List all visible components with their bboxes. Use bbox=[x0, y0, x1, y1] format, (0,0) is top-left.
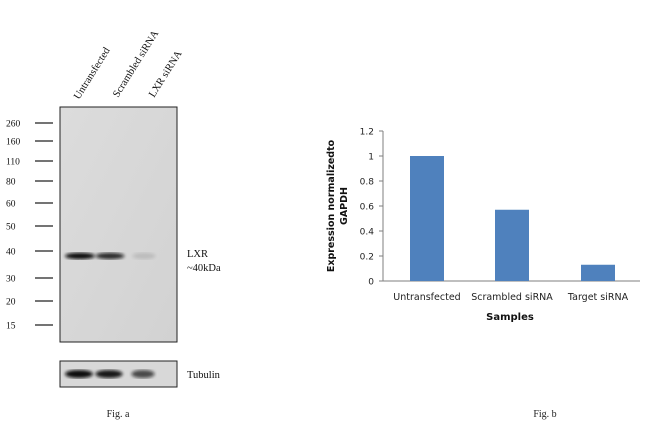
marker-label: 260 bbox=[6, 120, 21, 130]
tubulin-band-group bbox=[65, 370, 155, 378]
bar-chart-panel: 0 0.2 0.4 0.6 0.8 1 1.2 Untransfected Scrambled… bbox=[326, 128, 640, 420]
bar bbox=[581, 264, 615, 281]
blot-membrane bbox=[59, 106, 178, 343]
tubulin-band bbox=[131, 370, 155, 378]
marker-label: 15 bbox=[6, 322, 16, 332]
y-tick-label: 1 bbox=[368, 153, 374, 163]
bar bbox=[495, 209, 529, 281]
band-label-size: ~40kDa bbox=[187, 263, 221, 274]
y-axis-title-line1: Expression normalizedto bbox=[326, 139, 337, 272]
lxr-band bbox=[65, 252, 95, 260]
marker-label: 40 bbox=[6, 248, 16, 258]
caption-fig-b: Fig. b bbox=[533, 409, 556, 420]
marker-label: 30 bbox=[6, 275, 16, 285]
band-label-protein: LXR bbox=[187, 249, 208, 260]
lane-label-untransfected: Untransfected bbox=[72, 45, 113, 101]
y-tick-label: 0.2 bbox=[360, 253, 374, 263]
marker-label: 60 bbox=[6, 200, 16, 210]
y-tick-label: 0.4 bbox=[360, 228, 375, 238]
caption-fig-a: Fig. a bbox=[107, 409, 130, 420]
tubulin-band bbox=[95, 370, 123, 378]
lxr-band-group bbox=[65, 252, 156, 260]
x-tick-label: Untransfected bbox=[393, 292, 460, 303]
y-tick-label: 1.2 bbox=[360, 128, 374, 138]
y-tick-label: 0 bbox=[368, 278, 374, 288]
bar-series bbox=[410, 156, 615, 281]
marker-label: 80 bbox=[6, 178, 16, 188]
marker-label: 20 bbox=[6, 298, 16, 308]
y-tick-label: 0.8 bbox=[360, 178, 375, 188]
marker-label: 160 bbox=[6, 138, 21, 148]
x-axis-title: Samples bbox=[486, 312, 534, 323]
tubulin-band bbox=[65, 370, 93, 378]
y-tick-label: 0.6 bbox=[360, 203, 375, 213]
lane-label-lxr-sirna: LXR siRNA bbox=[147, 49, 185, 100]
western-blot-panel: Untransfected Scrambled siRNA LXR siRNA … bbox=[6, 28, 221, 420]
x-axis-category-labels: Untransfected Scrambled siRNA Target siRNA bbox=[393, 292, 628, 303]
x-tick-label: Scrambled siRNA bbox=[471, 292, 553, 303]
y-axis-ticks: 0 0.2 0.4 0.6 0.8 1 1.2 bbox=[360, 128, 383, 288]
lxr-band bbox=[95, 252, 125, 260]
marker-label: 110 bbox=[6, 158, 20, 168]
marker-ladder: 260 160 110 80 60 50 40 30 20 15 bbox=[6, 120, 53, 332]
bar bbox=[410, 156, 444, 281]
lxr-band bbox=[132, 252, 156, 260]
x-tick-label: Target siRNA bbox=[567, 292, 629, 303]
y-axis-title-line2: GAPDH bbox=[339, 187, 350, 225]
marker-label: 50 bbox=[6, 223, 16, 233]
tubulin-label: Tubulin bbox=[187, 370, 221, 381]
